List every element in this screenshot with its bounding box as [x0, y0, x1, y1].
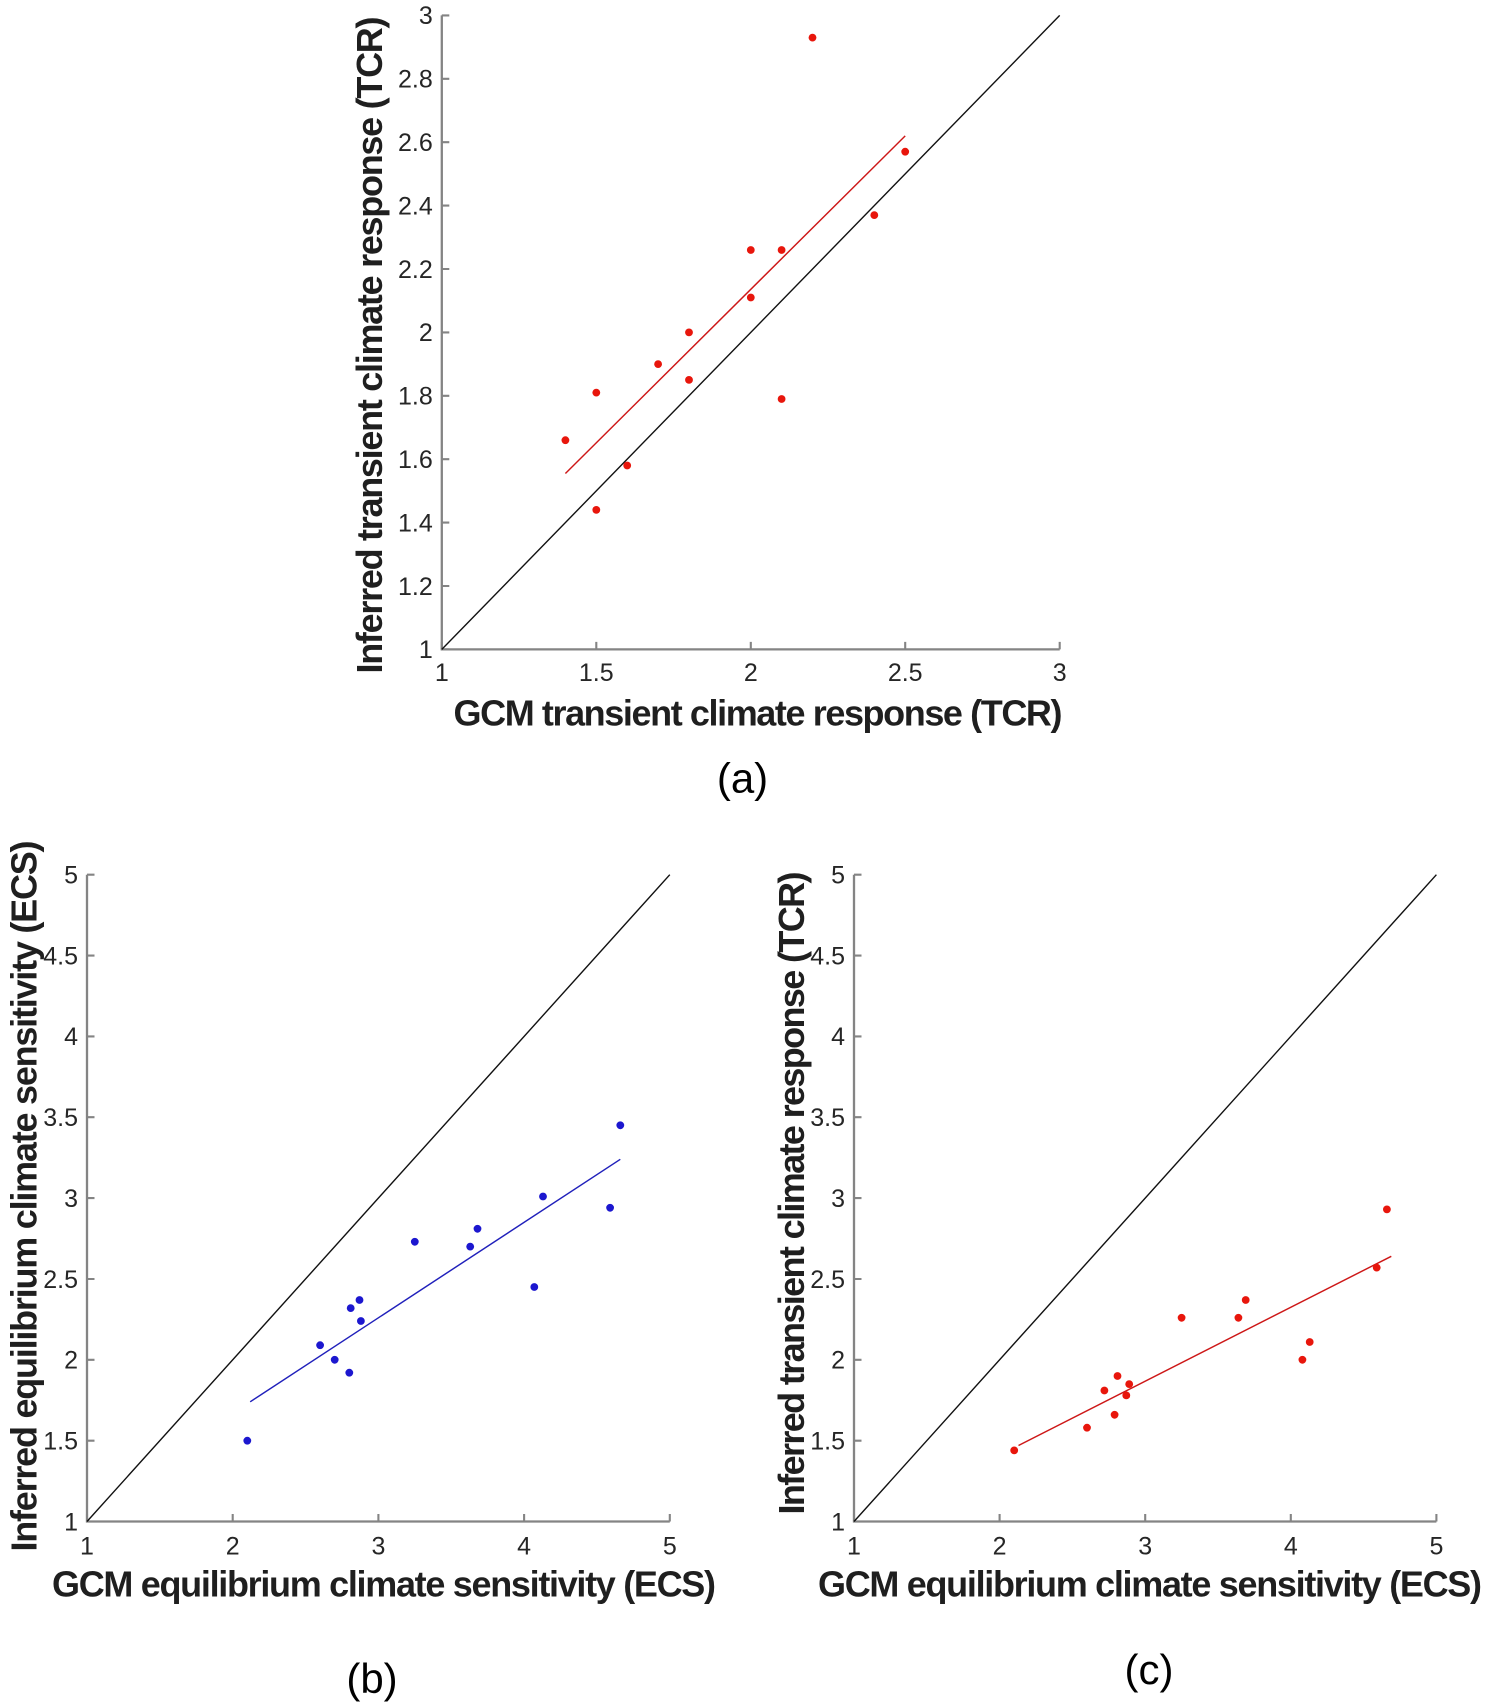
svg-text:3.5: 3.5	[43, 1104, 78, 1132]
svg-text:5: 5	[663, 1532, 677, 1560]
svg-text:GCM equilibrium climate sensit: GCM equilibrium climate sensitivity (ECS…	[818, 1564, 1482, 1605]
svg-text:2: 2	[744, 659, 758, 687]
svg-text:2: 2	[419, 319, 433, 347]
svg-text:3: 3	[1053, 659, 1067, 687]
svg-text:4: 4	[831, 1023, 845, 1051]
svg-text:1.5: 1.5	[810, 1428, 845, 1456]
svg-text:Inferred transient climate res: Inferred transient climate response (TCR…	[771, 872, 812, 1515]
svg-text:(c): (c)	[1125, 1646, 1174, 1693]
svg-text:2.5: 2.5	[810, 1266, 845, 1294]
svg-text:5: 5	[831, 862, 845, 890]
svg-text:2.5: 2.5	[43, 1266, 78, 1294]
svg-text:3: 3	[831, 1185, 845, 1213]
svg-text:2.6: 2.6	[398, 129, 433, 157]
svg-text:5: 5	[1429, 1532, 1443, 1560]
svg-text:2: 2	[226, 1532, 240, 1560]
svg-text:Inferred equilibrium climate s: Inferred equilibrium climate sensitivity…	[4, 841, 45, 1552]
svg-text:1: 1	[64, 1508, 78, 1536]
svg-text:3: 3	[64, 1185, 78, 1213]
svg-text:3: 3	[1138, 1532, 1152, 1560]
svg-text:1: 1	[435, 659, 449, 687]
svg-text:1.2: 1.2	[398, 573, 433, 601]
svg-text:4.5: 4.5	[810, 942, 845, 970]
svg-text:2.8: 2.8	[398, 66, 433, 94]
svg-text:2: 2	[993, 1532, 1007, 1560]
svg-text:1: 1	[847, 1532, 861, 1560]
svg-text:Inferred transient climate res: Inferred transient climate response (TCR…	[349, 17, 390, 674]
svg-text:3.5: 3.5	[810, 1104, 845, 1132]
svg-text:1.4: 1.4	[398, 509, 433, 537]
svg-text:2: 2	[831, 1347, 845, 1375]
svg-text:1: 1	[80, 1532, 94, 1560]
svg-text:4: 4	[64, 1023, 78, 1051]
svg-text:1.5: 1.5	[579, 659, 614, 687]
svg-text:2.4: 2.4	[398, 192, 433, 220]
svg-text:2.2: 2.2	[398, 256, 433, 284]
svg-text:1.8: 1.8	[398, 383, 433, 411]
svg-text:5: 5	[64, 862, 78, 890]
svg-text:2.5: 2.5	[888, 659, 923, 687]
svg-text:(a): (a)	[717, 755, 768, 802]
svg-text:(b): (b)	[346, 1655, 397, 1702]
svg-text:GCM transient climate response: GCM transient climate response (TCR)	[454, 692, 1063, 733]
svg-text:1.6: 1.6	[398, 446, 433, 474]
svg-text:4: 4	[1284, 1532, 1298, 1560]
svg-text:1: 1	[419, 636, 433, 664]
svg-text:4: 4	[517, 1532, 531, 1560]
svg-text:1: 1	[831, 1508, 845, 1536]
svg-text:GCM equilibrium climate sensit: GCM equilibrium climate sensitivity (ECS…	[52, 1564, 716, 1605]
svg-text:3: 3	[419, 2, 433, 30]
svg-text:1.5: 1.5	[43, 1428, 78, 1456]
svg-text:3: 3	[371, 1532, 385, 1560]
svg-text:4.5: 4.5	[43, 942, 78, 970]
svg-text:2: 2	[64, 1347, 78, 1375]
